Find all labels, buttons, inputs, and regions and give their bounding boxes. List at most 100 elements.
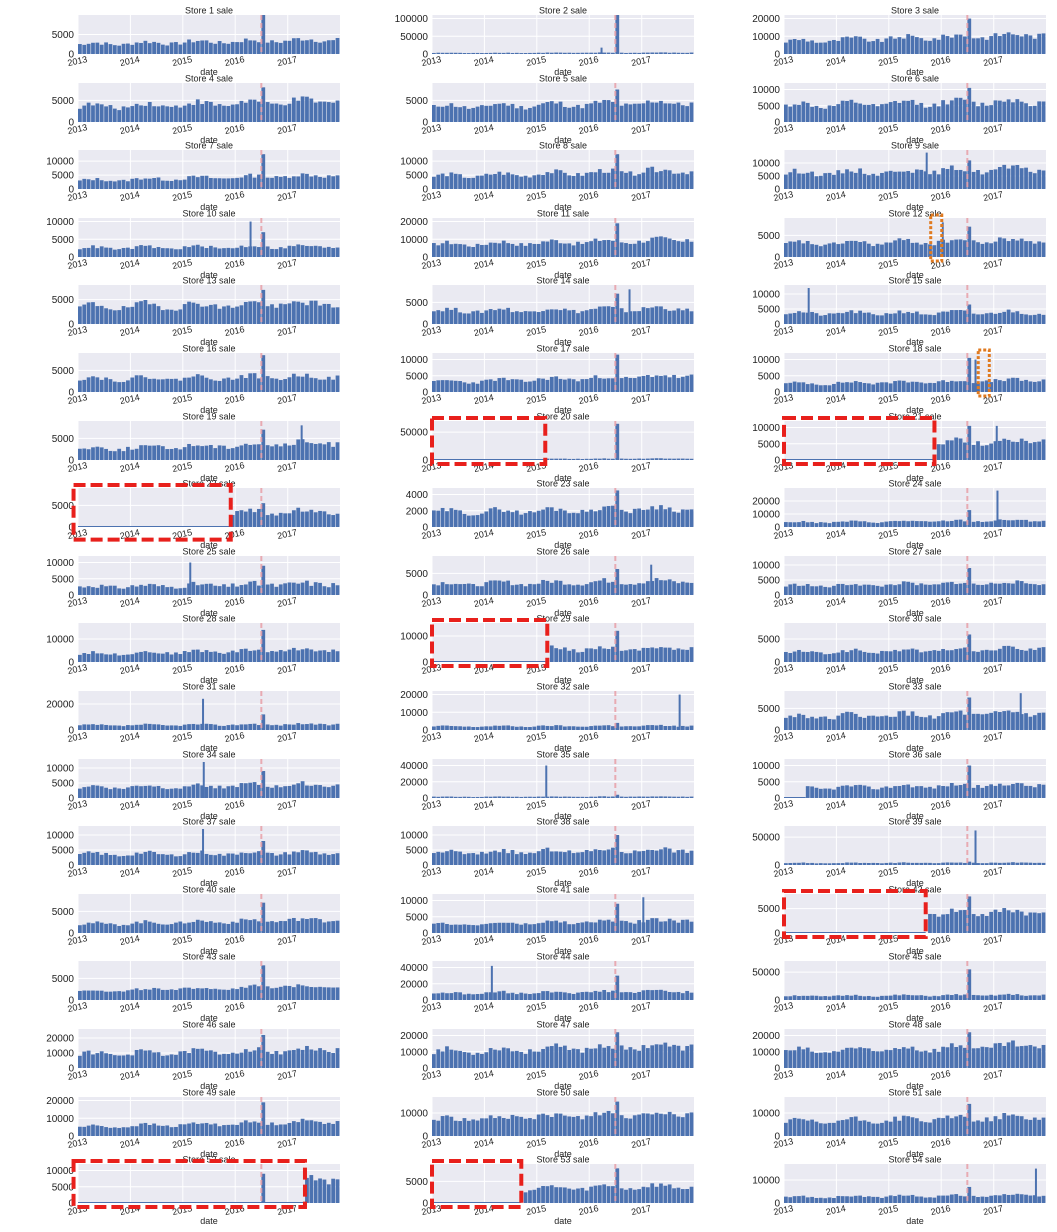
sale-bar [235, 786, 239, 798]
sale-bar [86, 1050, 91, 1068]
y-tick-label: 10000 [752, 1108, 780, 1119]
sale-bar [936, 1051, 941, 1068]
sale-bar [1028, 995, 1033, 1001]
sale-bar [611, 240, 615, 257]
sale-bar [313, 581, 318, 595]
sale-bar [554, 103, 559, 122]
sale-bar [976, 1048, 980, 1068]
sale-bar [493, 1049, 497, 1068]
sale-bar [980, 174, 985, 190]
sale-bar [641, 796, 646, 798]
sale-bar [291, 648, 296, 663]
sale-bar [291, 1120, 296, 1136]
sale-bar [108, 247, 113, 257]
sale-bar [788, 1118, 793, 1136]
sale-bar [880, 787, 884, 798]
sale-bar [897, 1194, 902, 1204]
sale-bar [1015, 377, 1020, 392]
sale-bar [980, 1196, 985, 1204]
sale-bar [475, 310, 480, 325]
sale-bar [126, 43, 130, 54]
sale-bar [958, 648, 963, 663]
x-tick-label: 2014 [473, 595, 495, 609]
y-tick-label: 0 [68, 793, 74, 804]
sale-bar [156, 379, 161, 392]
sale-bar [1037, 648, 1042, 663]
sale-bar [1006, 1115, 1011, 1136]
sale-bar [818, 107, 823, 122]
sale-bar [832, 585, 836, 595]
sale-bar [849, 712, 854, 730]
sale-bar [1024, 651, 1028, 663]
y-tick-label: 0 [68, 1131, 74, 1142]
spike-bar [628, 289, 631, 325]
sale-bar [291, 245, 296, 257]
sale-bar [680, 1116, 685, 1136]
sale-bar [832, 383, 836, 392]
store-panel: Store 12 sale 0 5000 2013 2014 2015 2016 2017 da… [708, 206, 1053, 280]
x-axis-label: date [906, 1081, 924, 1091]
sale-bar [571, 726, 576, 730]
sale-bar [1024, 1045, 1028, 1068]
sale-bar [91, 586, 95, 595]
sale-bar [296, 100, 301, 122]
sale-bar [997, 995, 1002, 1001]
sale-bar [440, 106, 445, 122]
panel-title: Store 26 sale [536, 546, 589, 556]
panel-title: Store 7 sale [185, 141, 233, 151]
sale-bar [936, 996, 941, 1001]
sale-bar [880, 1198, 884, 1204]
sale-bar [672, 511, 676, 528]
x-tick-label: 2015 [171, 662, 193, 676]
sale-bar [993, 1115, 998, 1136]
sale-bar [853, 583, 858, 595]
sale-bar [449, 725, 454, 730]
sale-bar [624, 1117, 628, 1136]
sale-bar [910, 99, 915, 122]
sale-bar [663, 647, 668, 663]
x-tick-label: 2013 [773, 595, 795, 609]
sale-bar [897, 1120, 902, 1136]
sale-bar [558, 725, 563, 730]
sale-bar [554, 1187, 559, 1204]
sale-bar [576, 241, 580, 257]
sale-bar [576, 584, 580, 595]
sale-bar [949, 908, 954, 933]
x-tick-label: 2013 [421, 1203, 443, 1217]
sale-bar [563, 52, 567, 54]
sale-bar [248, 1051, 253, 1068]
sale-bar [558, 922, 563, 933]
sale-bar [313, 987, 318, 1001]
sale-bar [1019, 580, 1024, 595]
x-tick-label: 2016 [578, 730, 600, 744]
x-tick-label: 2016 [930, 1068, 952, 1082]
sale-bar [322, 247, 327, 257]
sale-bar [963, 1116, 967, 1136]
sale-bar [888, 584, 893, 595]
sale-bar [576, 652, 580, 663]
sale-bar [453, 583, 458, 595]
sale-bar [611, 378, 615, 392]
sale-bar [257, 42, 261, 54]
sale-bar [331, 582, 336, 595]
sale-bar [243, 853, 248, 866]
sale-bar [313, 41, 318, 54]
sale-bar [305, 1119, 309, 1136]
sale-bar [792, 381, 797, 392]
panel-title: Store 45 sale [888, 952, 941, 962]
sale-bar [506, 725, 510, 730]
sale-bar [497, 1050, 502, 1068]
sale-bar [680, 172, 685, 190]
sale-bar [91, 651, 95, 663]
sale-bar [82, 653, 87, 663]
sale-bar [86, 922, 91, 933]
x-tick-label: 2017 [982, 527, 1004, 541]
sale-bar [871, 584, 876, 595]
sale-bar [836, 243, 841, 257]
sale-bar [121, 856, 126, 866]
sale-bar [963, 99, 967, 122]
sale-bar [589, 377, 593, 392]
sale-bar [928, 174, 932, 190]
